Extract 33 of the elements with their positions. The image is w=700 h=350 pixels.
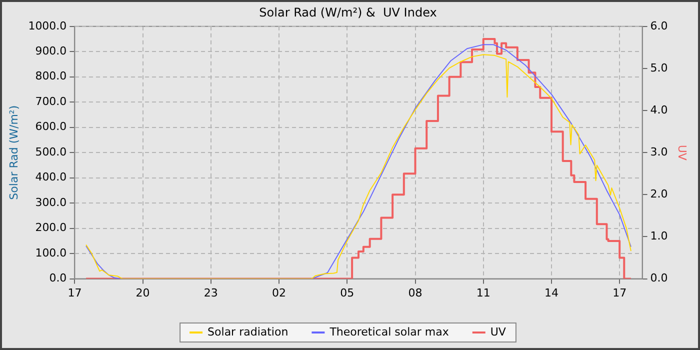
y-tick-label: 800.0 [35,70,67,83]
y2-axis-title: UV [676,144,689,161]
y2-tick-label: 3.0 [650,145,668,158]
y2-tick-label: 0.0 [650,272,668,285]
y-tick-label: 700.0 [35,94,67,108]
legend-label: Solar radiation [208,325,288,338]
x-tick-label: 23 [204,286,218,300]
legend-label: UV [490,325,506,338]
y-tick-label: 0.0 [49,272,67,285]
y-axis-title: Solar Rad (W/m²) [7,105,20,200]
x-tick-label: 20 [136,286,150,300]
x-tick-label: 17 [68,286,82,300]
chart-title: Solar Rad (W/m²) & UV Index [259,5,437,20]
y2-tick-label: 4.0 [650,103,668,116]
y-tick-label: 1000.0 [28,19,67,32]
x-tick-label: 08 [408,286,422,300]
y-tick-label: 300.0 [35,196,67,209]
y-tick-label: 100.0 [35,246,67,260]
x-tick-label: 17 [612,286,627,300]
legend-label: Theoretical solar max [328,325,450,338]
x-tick-label: 14 [544,286,558,300]
x-tick-label: 05 [340,286,354,300]
y-tick-label: 500.0 [35,145,67,158]
y-tick-label: 200.0 [35,221,67,234]
y-tick-label: 900.0 [35,44,67,58]
x-tick-label: 11 [476,286,490,300]
y2-tick-label: 6.0 [650,19,668,32]
y-tick-label: 600.0 [35,120,67,134]
y2-tick-label: 2.0 [650,188,668,201]
x-tick-label: 02 [272,286,286,300]
y-tick-label: 400.0 [35,170,67,184]
y2-tick-label: 1.0 [650,230,668,243]
y2-tick-label: 5.0 [650,61,668,74]
